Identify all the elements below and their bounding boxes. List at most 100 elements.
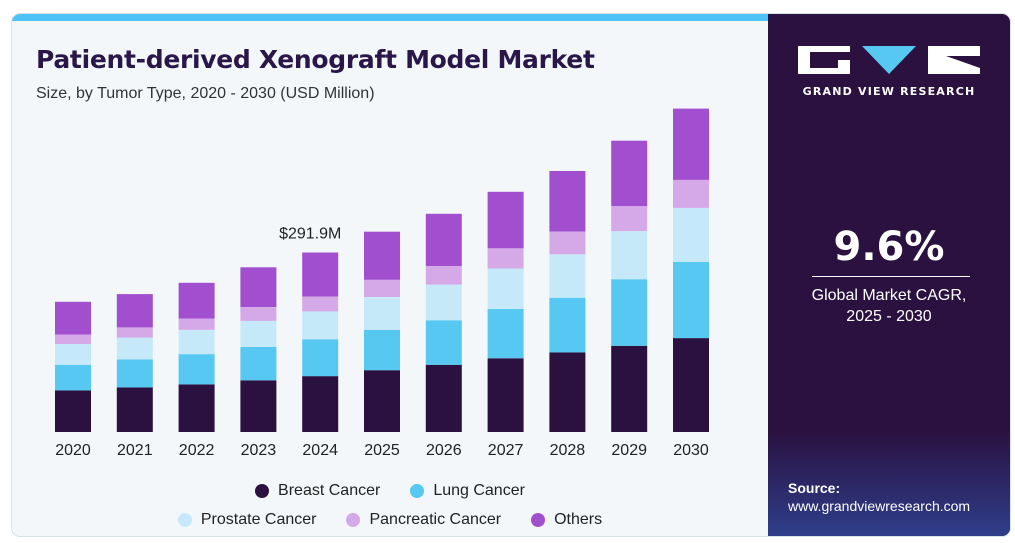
bar-prostate-cancer-2029: [611, 231, 648, 280]
bar-prostate-cancer-2023: [240, 320, 277, 347]
legend-label-others: Others: [554, 511, 603, 528]
x-tick-2030: 2030: [673, 442, 709, 459]
bar-breast-cancer-2029: [611, 345, 648, 432]
bar-prostate-cancer-2026: [425, 284, 462, 321]
bar-prostate-cancer-2024: [302, 311, 339, 340]
x-tick-2024: 2024: [302, 442, 338, 459]
x-tick-2026: 2026: [426, 442, 462, 459]
summary-panel: GRAND VIEW RESEARCH 9.6% Global Market C…: [768, 14, 1010, 536]
legend-row-1: Breast Cancer Lung Cancer: [12, 482, 768, 500]
x-tick-2025: 2025: [364, 442, 400, 459]
x-tick-2022: 2022: [179, 442, 215, 459]
cagr-label: Global Market CAGR, 2025 - 2030: [768, 285, 1010, 327]
bar-prostate-cancer-2027: [487, 268, 524, 309]
bar-prostate-cancer-2030: [673, 207, 709, 262]
legend-item-pancreatic-cancer: Pancreatic Cancer: [346, 511, 501, 529]
bar-breast-cancer-2023: [240, 380, 277, 432]
bar-breast-cancer-2020: [55, 390, 91, 432]
bar-pancreatic-cancer-2024: [302, 296, 339, 312]
bar-lung-cancer-2023: [240, 347, 277, 381]
infographic-card: Patient-derived Xenograft Model Market S…: [12, 14, 1010, 536]
x-tick-2023: 2023: [241, 442, 277, 459]
bar-prostate-cancer-2022: [178, 329, 215, 355]
data-label-2024: $291.9M: [279, 226, 341, 243]
legend-item-others: Others: [531, 511, 602, 529]
bar-pancreatic-cancer-2028: [549, 231, 586, 255]
bar-pancreatic-cancer-2029: [611, 206, 648, 232]
bar-breast-cancer-2028: [549, 352, 586, 432]
bar-prostate-cancer-2020: [55, 344, 91, 365]
bar-lung-cancer-2029: [611, 279, 648, 346]
legend-item-prostate-cancer: Prostate Cancer: [177, 511, 317, 529]
bar-pancreatic-cancer-2022: [178, 318, 215, 330]
bar-pancreatic-cancer-2030: [673, 180, 709, 208]
legend-item-lung-cancer: Lung Cancer: [410, 482, 525, 500]
bar-lung-cancer-2030: [673, 262, 709, 339]
bar-lung-cancer-2020: [55, 364, 91, 391]
bar-pancreatic-cancer-2023: [240, 307, 277, 321]
bar-breast-cancer-2024: [302, 376, 339, 432]
legend-swatch-pancreatic-cancer: [346, 513, 361, 527]
legend-swatch-breast-cancer: [255, 484, 270, 498]
bar-others-2030: [673, 108, 709, 180]
cagr-label-line-1: Global Market CAGR,: [811, 287, 967, 304]
legend-label-pancreatic-cancer: Pancreatic Cancer: [369, 511, 502, 528]
bar-breast-cancer-2021: [116, 387, 153, 432]
legend-label-breast-cancer: Breast Cancer: [278, 482, 381, 499]
legend-swatch-lung-cancer: [410, 484, 425, 498]
brand-name: GRAND VIEW RESEARCH: [802, 85, 976, 98]
x-tick-2020: 2020: [55, 442, 91, 459]
bar-others-2024: [302, 252, 339, 297]
bar-others-2026: [425, 213, 462, 267]
bar-breast-cancer-2030: [673, 338, 709, 432]
x-tick-2027: 2027: [488, 442, 524, 459]
source-label: Source:: [788, 480, 841, 496]
bar-lung-cancer-2028: [549, 297, 586, 353]
bar-pancreatic-cancer-2027: [487, 248, 524, 269]
cagr-value: 9.6%: [833, 224, 945, 270]
accent-bar: [12, 14, 768, 21]
bar-others-2023: [240, 267, 277, 308]
bar-pancreatic-cancer-2021: [116, 327, 153, 338]
bar-pancreatic-cancer-2020: [55, 334, 91, 344]
bar-prostate-cancer-2025: [364, 297, 400, 330]
bar-pancreatic-cancer-2025: [364, 279, 400, 297]
panel-gradient: [768, 431, 1010, 536]
bar-lung-cancer-2024: [302, 339, 339, 377]
x-tick-2021: 2021: [117, 442, 153, 459]
x-tick-2028: 2028: [550, 442, 586, 459]
legend-label-lung-cancer: Lung Cancer: [433, 482, 525, 499]
bar-lung-cancer-2022: [178, 354, 215, 385]
bar-others-2022: [178, 282, 215, 319]
legend-item-breast-cancer: Breast Cancer: [255, 482, 380, 500]
bar-prostate-cancer-2021: [116, 337, 153, 360]
legend-row-2: Prostate Cancer Pancreatic Cancer Others: [12, 511, 768, 529]
legend-swatch-others: [531, 513, 546, 527]
bar-others-2021: [116, 294, 153, 328]
chart-title: Patient-derived Xenograft Model Market: [36, 45, 595, 74]
source-note: Source: www.grandviewresearch.com: [788, 479, 970, 515]
source-url[interactable]: www.grandviewresearch.com: [788, 498, 971, 514]
cagr-divider: [812, 276, 970, 277]
bar-others-2028: [549, 171, 586, 232]
bar-others-2025: [364, 231, 400, 280]
bar-others-2029: [611, 140, 648, 207]
cagr-label-line-2: 2025 - 2030: [846, 308, 932, 325]
legend-swatch-prostate-cancer: [177, 513, 192, 527]
chart-subtitle: Size, by Tumor Type, 2020 - 2030 (USD Mi…: [36, 85, 375, 102]
grand-view-research-logo: [798, 46, 980, 74]
bar-others-2020: [55, 301, 91, 335]
bar-others-2027: [487, 191, 524, 249]
bar-chart: 2020 2021 2022 2023 2024 2025 2026 2027 2028 2029…: [55, 108, 709, 459]
bar-lung-cancer-2026: [425, 320, 462, 365]
bar-prostate-cancer-2028: [549, 254, 586, 298]
bar-breast-cancer-2022: [178, 384, 215, 432]
legend-label-prostate-cancer: Prostate Cancer: [200, 511, 317, 528]
chart-panel: Patient-derived Xenograft Model Market S…: [12, 21, 768, 536]
bar-breast-cancer-2026: [425, 364, 462, 432]
bar-breast-cancer-2025: [364, 370, 400, 432]
bar-lung-cancer-2027: [487, 308, 524, 359]
bar-lung-cancer-2021: [116, 359, 153, 388]
bar-pancreatic-cancer-2026: [425, 266, 462, 285]
x-tick-2029: 2029: [611, 442, 647, 459]
